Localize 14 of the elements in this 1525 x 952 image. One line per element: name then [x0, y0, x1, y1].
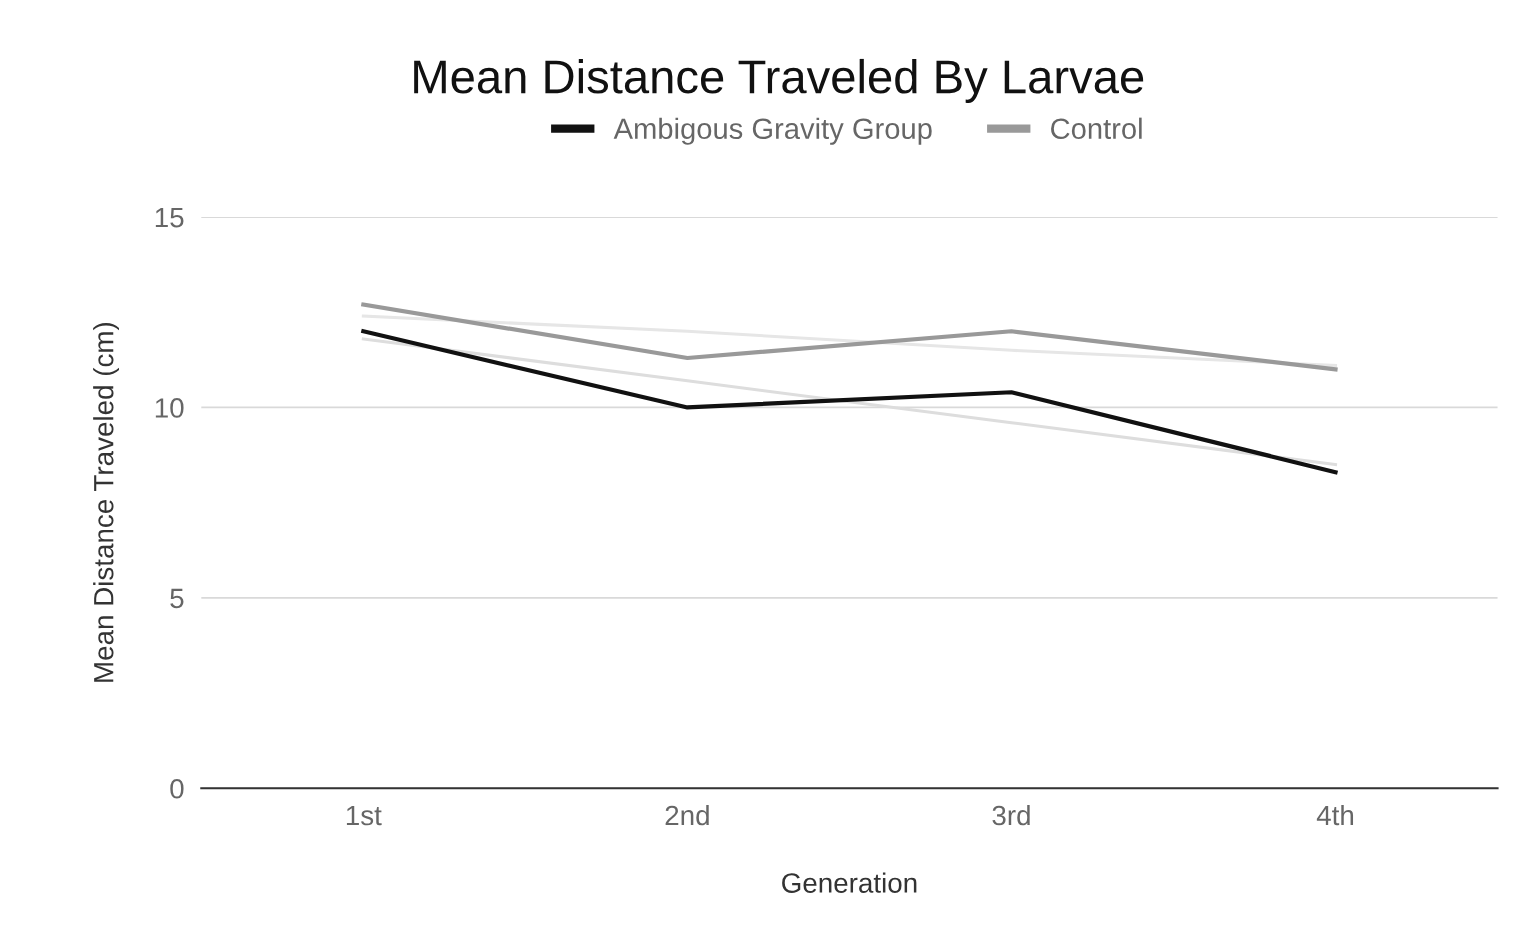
y-tick-label: 0 — [170, 778, 184, 799]
y-axis-title: Mean Distance Traveled (cm) — [93, 322, 119, 682]
x-tick-label: 2nd — [665, 804, 709, 826]
x-tick-label: 1st — [346, 805, 382, 826]
legend-label: Ambigous Gravity Group — [613, 117, 932, 145]
x-tick-label: 3rd — [992, 804, 1030, 826]
chart-title: Mean Distance Traveled By Larvae — [414, 58, 1144, 103]
x-axis-title: Generation — [782, 872, 917, 893]
y-tick-label: 15 — [155, 208, 184, 228]
line-series — [361, 302, 1338, 372]
y-tick-label: 10 — [155, 398, 184, 418]
y-tick-label: 5 — [170, 588, 184, 609]
legend-label: Control — [1051, 117, 1142, 140]
x-tick-label: 4th — [1316, 804, 1354, 826]
